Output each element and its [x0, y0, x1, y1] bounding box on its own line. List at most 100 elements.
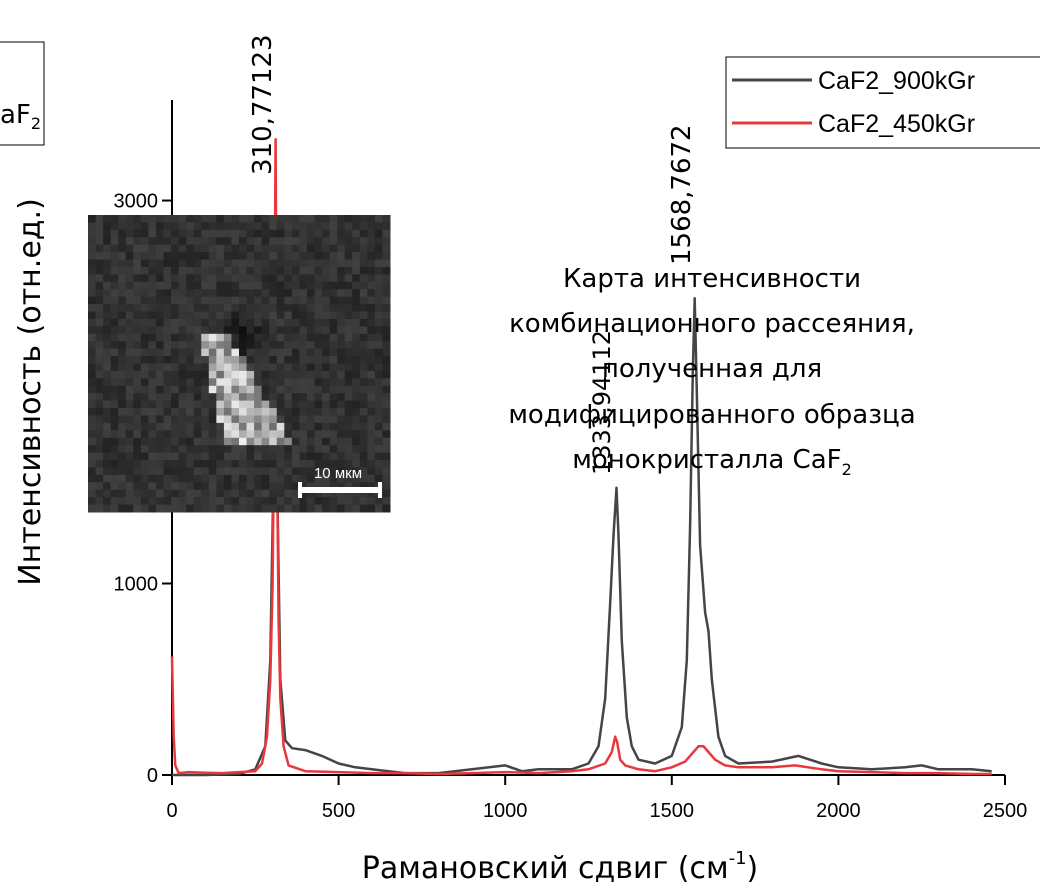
inset-pixel: [382, 237, 390, 245]
inset-pixel: [209, 467, 217, 475]
inset-pixel: [96, 453, 104, 461]
inset-pixel: [171, 401, 179, 409]
inset-pixel: [269, 326, 277, 334]
inset-pixel: [247, 386, 255, 394]
inset-pixel: [322, 312, 330, 320]
inset-pixel: [118, 341, 126, 349]
inset-pixel: [179, 230, 187, 238]
inset-pixel: [254, 371, 262, 379]
inset-pixel: [164, 215, 172, 223]
inset-pixel: [148, 245, 156, 253]
inset-pixel: [375, 304, 383, 312]
inset-pixel: [382, 215, 390, 223]
inset-pixel: [239, 378, 247, 386]
inset-pixel: [126, 260, 134, 268]
inset-pixel: [330, 230, 338, 238]
inset-pixel: [118, 304, 126, 312]
inset-pixel: [315, 393, 323, 401]
inset-pixel: [179, 326, 187, 334]
inset-pixel: [299, 341, 307, 349]
inset-pixel: [96, 505, 104, 513]
caption-line: Карта интенсивности: [563, 264, 861, 294]
inset-pixel: [194, 297, 202, 305]
inset-pixel: [209, 364, 217, 372]
inset-pixel: [231, 260, 239, 268]
inset-pixel: [186, 401, 194, 409]
inset-pixel: [126, 386, 134, 394]
inset-pixel: [345, 312, 353, 320]
inset-pixel: [171, 267, 179, 275]
inset-pixel: [164, 364, 172, 372]
inset-pixel: [299, 460, 307, 468]
inset-pixel: [171, 497, 179, 505]
inset-pixel: [262, 505, 270, 513]
inset-pixel: [269, 267, 277, 275]
inset-pixel: [247, 475, 255, 483]
inset-pixel: [231, 222, 239, 230]
inset-pixel: [247, 445, 255, 453]
inset-pixel: [254, 475, 262, 483]
inset-pixel: [171, 393, 179, 401]
inset-pixel: [352, 245, 360, 253]
inset-pixel: [141, 408, 149, 416]
inset-pixel: [269, 230, 277, 238]
inset-pixel: [337, 326, 345, 334]
inset-pixel: [375, 393, 383, 401]
inset-pixel: [292, 349, 300, 357]
inset-pixel: [133, 378, 141, 386]
inset-pixel: [133, 341, 141, 349]
inset-pixel: [148, 453, 156, 461]
inset-pixel: [239, 356, 247, 364]
inset-pixel: [299, 289, 307, 297]
inset-pixel: [209, 430, 217, 438]
inset-pixel: [186, 237, 194, 245]
inset-pixel: [111, 408, 119, 416]
inset-pixel: [194, 341, 202, 349]
inset-pixel: [209, 490, 217, 498]
inset-pixel: [315, 341, 323, 349]
inset-pixel: [201, 326, 209, 334]
inset-pixel: [254, 378, 262, 386]
inset-pixel: [330, 349, 338, 357]
inset-pixel: [239, 349, 247, 357]
inset-pixel: [216, 445, 224, 453]
inset-pixel: [254, 267, 262, 275]
inset-pixel: [171, 378, 179, 386]
inset-pixel: [224, 252, 232, 260]
inset-pixel: [322, 326, 330, 334]
inset-pixel: [315, 386, 323, 394]
inset-pixel: [141, 282, 149, 290]
inset-pixel: [247, 341, 255, 349]
inset-pixel: [382, 341, 390, 349]
inset-pixel: [367, 438, 375, 446]
inset-pixel: [360, 423, 368, 431]
inset-pixel: [277, 371, 285, 379]
inset-pixel: [141, 393, 149, 401]
inset-pixel: [360, 304, 368, 312]
inset-pixel: [254, 237, 262, 245]
inset-pixel: [164, 415, 172, 423]
inset-pixel: [345, 497, 353, 505]
inset-pixel: [194, 475, 202, 483]
inset-pixel: [239, 364, 247, 372]
inset-pixel: [118, 445, 126, 453]
inset-pixel: [224, 356, 232, 364]
inset-pixel: [194, 378, 202, 386]
inset-pixel: [292, 319, 300, 327]
inset-pixel: [367, 497, 375, 505]
inset-pixel: [330, 378, 338, 386]
inset-pixel: [277, 364, 285, 372]
inset-pixel: [209, 356, 217, 364]
inset-pixel: [292, 438, 300, 446]
inset-pixel: [88, 297, 96, 305]
scale-bar: [300, 487, 380, 493]
inset-pixel: [126, 274, 134, 282]
inset-pixel: [179, 445, 187, 453]
inset-pixel: [254, 453, 262, 461]
inset-pixel: [141, 460, 149, 468]
inset-pixel: [201, 423, 209, 431]
inset-pixel: [88, 475, 96, 483]
inset-pixel: [126, 304, 134, 312]
inset-pixel: [352, 260, 360, 268]
inset-pixel: [262, 497, 270, 505]
